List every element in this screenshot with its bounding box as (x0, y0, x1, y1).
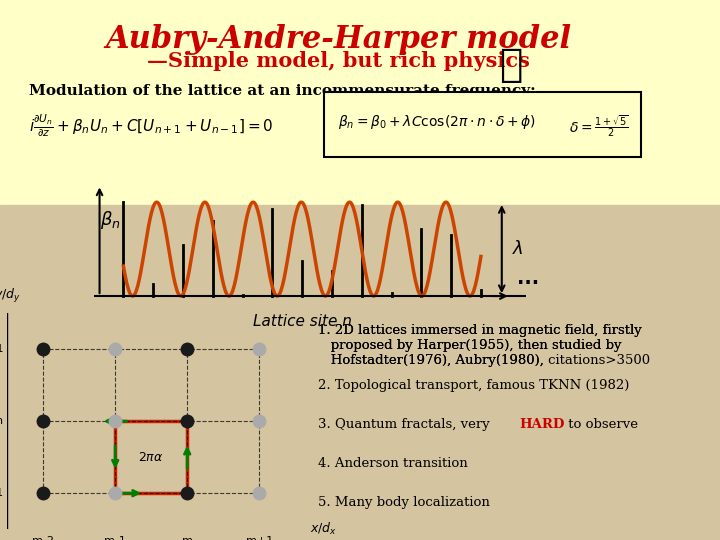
Text: m+1: m+1 (246, 536, 273, 540)
Text: 1. 2D lattices immersed in magnetic field, firstly
   proposed by Harper(1955), : 1. 2D lattices immersed in magnetic fiel… (318, 324, 642, 367)
Text: 🦋: 🦋 (500, 46, 523, 84)
Text: —Simple model, but rich physics: —Simple model, but rich physics (147, 51, 530, 71)
Bar (0, 0, 720, 205)
Text: 5. Many body localization: 5. Many body localization (318, 496, 490, 509)
Text: n-1: n-1 (0, 488, 4, 498)
Text: 4. Anderson transition: 4. Anderson transition (318, 457, 467, 470)
Text: $y/d_y$: $y/d_y$ (0, 287, 21, 305)
Text: $x/d_x$: $x/d_x$ (310, 521, 337, 537)
Text: n: n (0, 416, 4, 426)
Text: $i\frac{\partial U_n}{\partial z}+\beta_n U_n+C[U_{n+1}+U_{n-1}]=0$: $i\frac{\partial U_n}{\partial z}+\beta_… (29, 113, 274, 139)
Text: Lattice site n: Lattice site n (253, 314, 351, 329)
FancyBboxPatch shape (324, 92, 641, 157)
Text: 1. 2D lattices immersed in magnetic field, firstly
   proposed by Harper(1955), : 1. 2D lattices immersed in magnetic fiel… (318, 324, 650, 367)
Text: m: m (181, 536, 193, 540)
Text: Aubry-Andre-Harper model: Aubry-Andre-Harper model (105, 24, 572, 55)
Text: n+1: n+1 (0, 344, 4, 354)
Text: m-1: m-1 (104, 536, 126, 540)
Text: to observe: to observe (564, 418, 638, 431)
Text: ...: ... (517, 269, 539, 288)
Text: $\beta_n=\beta_0+\lambda C\cos(2\pi\cdot n\cdot\delta+\phi)$: $\beta_n=\beta_0+\lambda C\cos(2\pi\cdot… (338, 113, 536, 131)
Text: $2\pi\alpha$: $2\pi\alpha$ (138, 451, 164, 464)
Text: $\lambda$: $\lambda$ (512, 240, 523, 258)
Text: $\delta=\frac{1+\sqrt{5}}{2}$: $\delta=\frac{1+\sqrt{5}}{2}$ (569, 113, 629, 139)
Text: m-2: m-2 (32, 536, 54, 540)
Text: $\beta_n$: $\beta_n$ (99, 209, 120, 231)
Text: 2. Topological transport, famous TKNN (1982): 2. Topological transport, famous TKNN (1… (318, 379, 629, 392)
Bar (0, 205, 720, 540)
Text: Modulation of the lattice at an incommensurate frequency:: Modulation of the lattice at an incommen… (29, 84, 536, 98)
Text: 3. Quantum fractals, very: 3. Quantum fractals, very (318, 418, 494, 431)
Text: HARD: HARD (519, 418, 564, 431)
